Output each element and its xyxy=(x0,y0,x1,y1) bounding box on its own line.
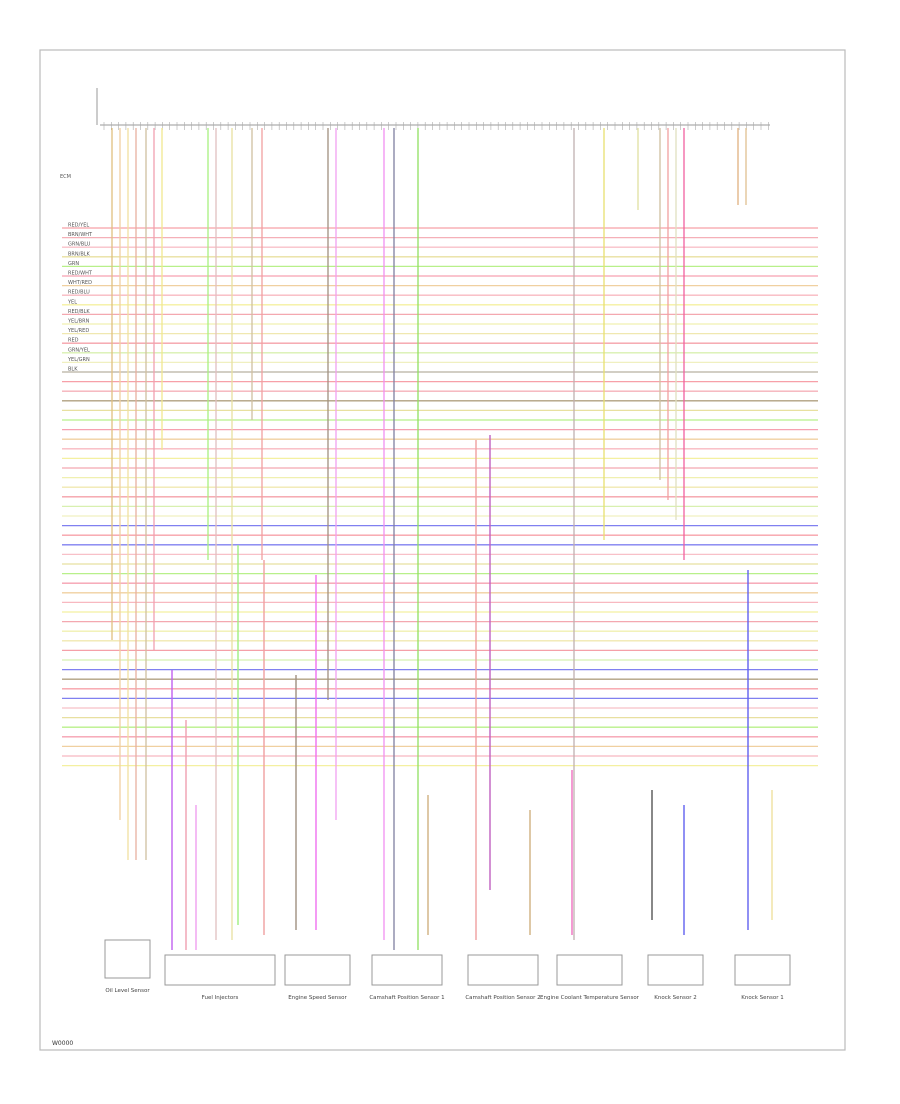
component-label: Knock Sensor 2 xyxy=(654,995,697,1001)
component-label: Engine Speed Sensor xyxy=(288,995,347,1001)
wire-label: YEL xyxy=(67,299,77,305)
component-label: Camshaft Position Sensor 1 xyxy=(369,995,444,1001)
component xyxy=(164,954,276,986)
wire-label: RED/YEL xyxy=(68,223,89,229)
wire-label: RED/BLU xyxy=(68,290,90,296)
component xyxy=(467,954,539,986)
wire-label: RED xyxy=(68,338,79,344)
wire-label: YEL/RED xyxy=(67,328,89,334)
wire-label: RED/WHT xyxy=(68,271,93,277)
component xyxy=(104,939,151,979)
wire-label: GRN/YEL xyxy=(68,347,90,353)
component xyxy=(556,954,623,986)
wire-label: RED/BLK xyxy=(68,309,90,315)
wire-label: WHT/RED xyxy=(68,280,92,286)
wire-label: BRN/WHT xyxy=(68,232,93,238)
wire-label: YEL/GRN xyxy=(67,357,90,363)
component xyxy=(284,954,351,986)
component xyxy=(371,954,443,986)
wire-label: GRN/BLU xyxy=(68,242,91,248)
component-label: Oil Level Sensor xyxy=(105,988,150,994)
wire-label: YEL/BRN xyxy=(67,319,90,325)
component xyxy=(734,954,791,986)
connector-label: ECM xyxy=(60,174,71,180)
component-label: Camshaft Position Sensor 2 xyxy=(465,995,540,1001)
wire-label: BLK xyxy=(68,367,78,373)
wire-label: BRN/BLK xyxy=(68,251,91,257)
wire-label: GRN xyxy=(68,261,79,267)
component-label: Knock Sensor 1 xyxy=(741,995,784,1001)
frame xyxy=(39,49,846,1051)
footer: W0000 xyxy=(52,1040,73,1047)
component-label: Engine Coolant Temperature Sensor xyxy=(540,995,640,1001)
component xyxy=(647,954,704,986)
component-label: Fuel Injectors xyxy=(202,995,239,1001)
